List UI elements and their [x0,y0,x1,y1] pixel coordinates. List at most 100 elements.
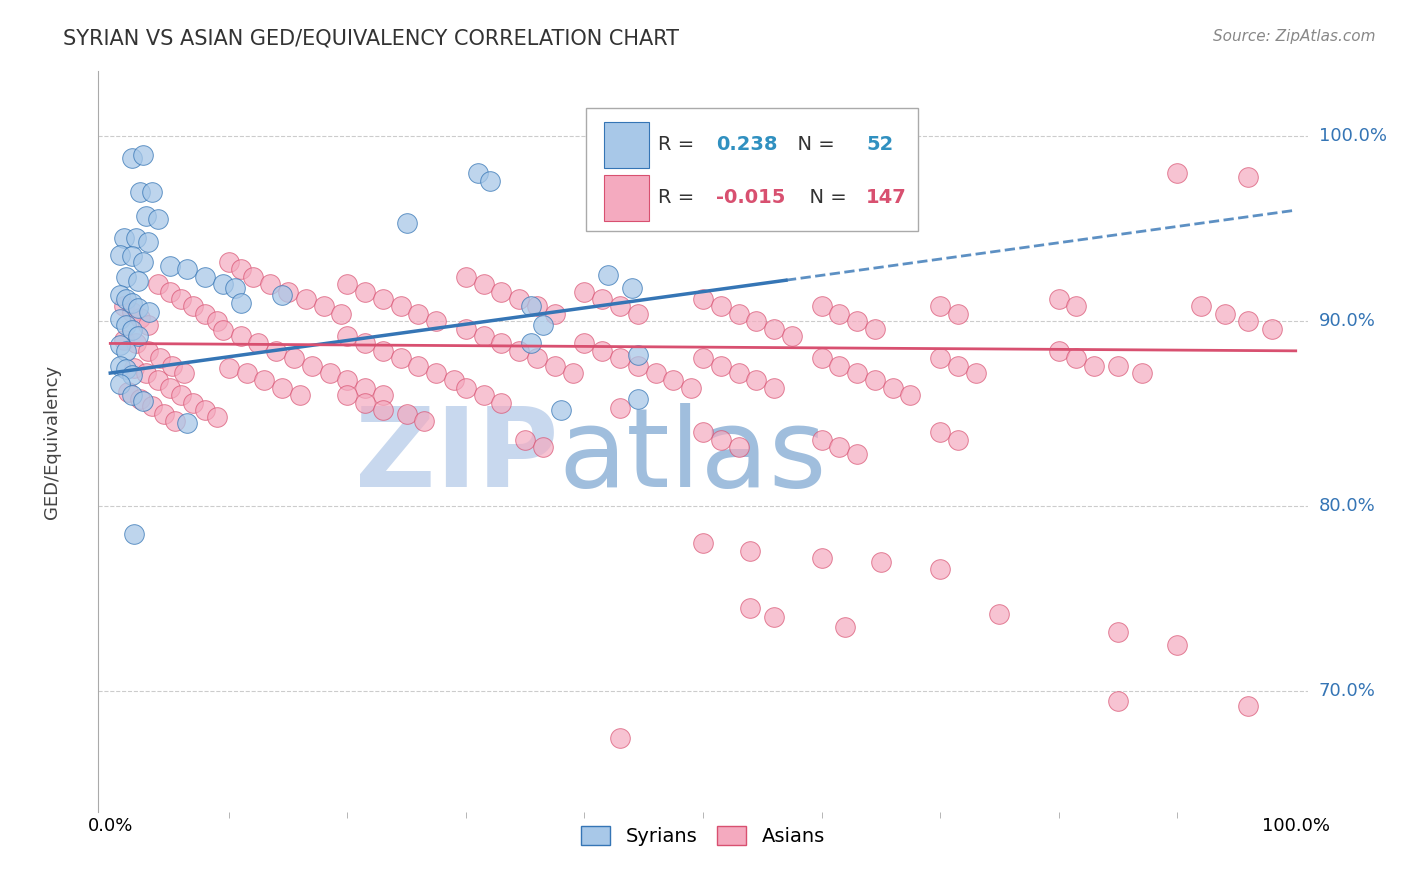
Point [318,366,340,380]
Point [235,366,257,380]
Point [443,374,465,388]
Point [1107,359,1129,373]
Point [121,295,143,310]
Point [863,321,886,335]
Point [710,359,733,373]
Point [395,216,418,230]
Point [1047,343,1070,358]
Point [740,543,762,558]
Point [114,292,136,306]
Point [121,305,143,319]
Point [146,212,169,227]
Point [454,321,477,335]
Point [988,607,1011,621]
Point [218,360,240,375]
Point [609,401,631,416]
Text: N =: N = [785,136,841,154]
Point [1166,166,1188,180]
Point [591,292,613,306]
Point [810,433,832,447]
Point [229,329,252,343]
Point [627,359,650,373]
Point [425,366,447,380]
Point [745,374,768,388]
Point [692,536,714,550]
Point [271,288,294,302]
Point [271,381,294,395]
Text: atlas: atlas [558,403,827,510]
Point [727,440,749,454]
Point [295,292,318,306]
Point [194,403,217,417]
Point [544,359,567,373]
Point [129,310,152,325]
Point [218,255,240,269]
Point [312,300,335,314]
Point [834,620,856,634]
FancyBboxPatch shape [603,175,648,221]
Point [1237,169,1260,184]
Legend: Syrians, Asians: Syrians, Asians [574,818,832,854]
Text: N =: N = [797,188,853,208]
Text: 52: 52 [866,136,893,154]
Point [136,235,159,249]
Text: R =: R = [658,136,700,154]
Point [1261,321,1284,335]
Point [173,366,195,380]
Point [425,314,447,328]
Point [1107,625,1129,640]
Point [159,285,181,299]
Point [763,381,786,395]
Point [129,185,152,199]
Point [828,307,851,321]
Point [526,300,548,314]
Point [336,374,359,388]
Point [121,323,143,337]
Text: -0.015: -0.015 [716,188,786,208]
Point [408,307,430,321]
Point [108,312,131,326]
Point [810,300,832,314]
Point [114,343,136,358]
Point [136,343,159,358]
Point [354,285,377,299]
Point [165,414,187,428]
Point [136,318,159,332]
Point [491,285,513,299]
Point [170,388,193,402]
Point [526,351,548,366]
Point [127,329,149,343]
Point [181,300,204,314]
Point [277,285,299,299]
Point [710,433,733,447]
Point [727,307,749,321]
Point [763,321,786,335]
Point [609,351,631,366]
Point [472,277,495,292]
Point [544,307,567,321]
Point [591,343,613,358]
Point [1066,300,1088,314]
Point [472,388,495,402]
Text: SYRIAN VS ASIAN GED/EQUIVALENCY CORRELATION CHART: SYRIAN VS ASIAN GED/EQUIVALENCY CORRELAT… [63,29,679,48]
Point [149,351,172,366]
Point [413,414,436,428]
Point [1066,351,1088,366]
Point [129,392,152,406]
Point [1130,366,1153,380]
Point [561,366,583,380]
Point [1166,638,1188,652]
Point [125,231,148,245]
Point [946,307,969,321]
Point [127,273,149,287]
Point [491,336,513,351]
Point [828,359,851,373]
Point [609,731,631,745]
Point [627,392,650,406]
Point [491,395,513,409]
Point [135,209,157,223]
Point [620,281,643,295]
Text: ZIP: ZIP [354,403,558,510]
Point [520,300,543,314]
Point [882,381,904,395]
